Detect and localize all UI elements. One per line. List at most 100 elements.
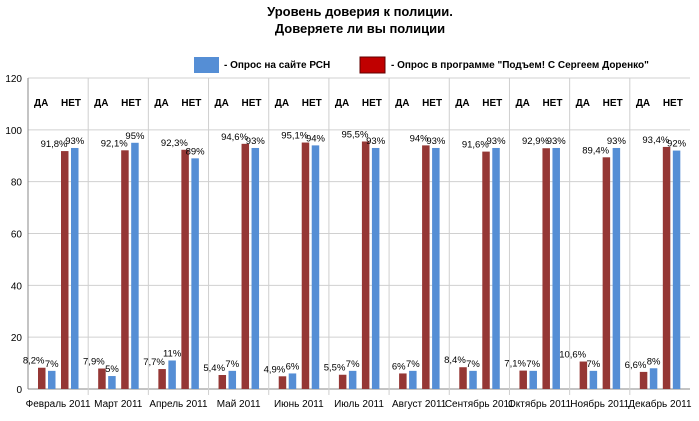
bar-program-no-label: 91,8% [41, 139, 68, 150]
header-yes: ДА [455, 98, 469, 109]
bar-rsn-no-label: 93% [65, 136, 85, 147]
bar-rsn-yes [348, 370, 357, 389]
bar-program-no-label: 95,1% [281, 131, 308, 142]
header-yes: ДА [395, 98, 409, 109]
bar-rsn-yes [649, 368, 658, 389]
bar-program-no-label: 94% [410, 133, 430, 144]
bar-rsn-no [311, 145, 320, 389]
bar-rsn-no [552, 147, 560, 389]
bar-program-yes [218, 375, 227, 389]
header-no: НЕТ [242, 98, 262, 109]
legend: - Опрос на сайте РСН - Опрос в программе… [194, 56, 649, 74]
header-no: НЕТ [482, 98, 502, 109]
bar-rsn-yes-label: 11% [163, 348, 182, 359]
header-yes: ДА [34, 98, 48, 109]
bar-rsn-no [131, 142, 139, 389]
bar-rsn-yes-label: 8% [647, 356, 661, 367]
bar-rsn-yes [529, 370, 537, 389]
y-tick-label-40: 40 [11, 281, 23, 292]
header-no: НЕТ [422, 98, 442, 109]
bar-program-no [61, 151, 69, 389]
bar-rsn-no [71, 147, 79, 389]
y-tick-label-120: 120 [5, 74, 22, 85]
x-category-label: Октябрь 2011 [508, 398, 571, 410]
bar-group-2: ДА НЕТ 7,7%11% 92,3%89% Апрель 2011 [143, 78, 208, 410]
header-yes: ДА [576, 98, 590, 109]
header-no: НЕТ [663, 98, 683, 109]
bar-program-yes [38, 367, 46, 389]
bar-rsn-no [371, 147, 380, 389]
bar-program-yes [459, 367, 467, 389]
bar-program-yes-label: 7,1% [504, 359, 526, 370]
bar-rsn-yes [48, 370, 56, 389]
bar-rsn-no-label: 93% [426, 136, 446, 147]
legend-label-program: - Опрос в программе "Подъем! С Сергеем Д… [391, 60, 649, 71]
chart-title-line-2: Доверяете ли вы полиции [275, 21, 445, 36]
bar-program-yes-label: 6,6% [625, 360, 647, 371]
bar-program-no [662, 146, 671, 389]
bar-rsn-yes-label: 7% [225, 359, 239, 370]
x-category-label: Март 2011 [94, 399, 143, 410]
bar-program-no-label: 92,1% [101, 138, 128, 149]
x-category-label: Декабрь 2011 [628, 398, 692, 410]
bar-program-yes-label: 4,9% [264, 364, 286, 375]
bar-program-yes [579, 361, 588, 389]
x-category-label: Апрель 2011 [149, 399, 208, 410]
bar-group-10: ДА НЕТ 6,6% 8% 93,4%92% Декабрь 2011 [625, 78, 692, 410]
bar-rsn-yes-label: 6% [286, 361, 300, 372]
bar-rsn-yes-label: 5% [105, 364, 119, 375]
bar-program-no [482, 151, 490, 389]
x-category-label: Июль 2011 [334, 399, 384, 410]
header-yes: ДА [515, 98, 529, 109]
bar-program-no [181, 149, 189, 389]
header-yes: ДА [335, 98, 349, 109]
bar-program-yes [338, 374, 347, 389]
bar-rsn-yes [409, 370, 417, 389]
y-axis: 0 20 40 60 80 100 120 [5, 74, 29, 396]
legend-swatch-program [359, 56, 386, 74]
x-category-label: Май 2011 [217, 399, 261, 410]
header-no: НЕТ [302, 98, 322, 109]
bar-rsn-no-label: 93% [246, 136, 266, 147]
bar-program-yes-label: 5,5% [324, 363, 346, 374]
x-category-label: Февраль 2011 [26, 399, 91, 410]
x-category-label: Август 2011 [392, 399, 447, 410]
bar-program-yes [639, 371, 648, 389]
bar-rsn-no-label: 89% [186, 146, 206, 157]
bar-rsn-yes-label: 7% [526, 359, 540, 370]
bar-rsn-no [612, 147, 621, 389]
bar-rsn-no [251, 147, 260, 389]
header-yes: ДА [94, 98, 108, 109]
bar-program-no-label: 92,9% [522, 136, 549, 147]
bar-rsn-yes [108, 376, 116, 389]
header-no: НЕТ [181, 98, 201, 109]
bar-program-no [121, 150, 129, 389]
header-no: НЕТ [121, 98, 141, 109]
bar-program-yes [519, 370, 527, 389]
bar-group-4: ДА НЕТ 4,9% 6% 95,1%94% Июнь 2011 [264, 78, 326, 410]
bar-rsn-yes [589, 370, 598, 389]
header-no: НЕТ [542, 98, 562, 109]
bar-program-yes-label: 5,4% [203, 363, 225, 374]
bar-group-5: ДА НЕТ 5,5% 7% 95,5%93% Июль 2011 [324, 78, 386, 410]
bar-program-yes-label: 10,6% [559, 350, 586, 361]
bar-rsn-no [672, 150, 681, 389]
bar-group-8: ДА НЕТ 7,1% 7% 92,9%93% Октябрь 2011 [504, 78, 572, 410]
legend-swatch-rsn [194, 57, 219, 73]
bar-rsn-no-label: 92% [667, 139, 687, 150]
bar-rsn-no-label: 93% [487, 136, 507, 147]
bar-program-no-label: 89,4% [582, 145, 609, 156]
x-category-label: Ноябрь 2011 [570, 398, 629, 410]
header-yes: ДА [215, 98, 229, 109]
bar-group-9: ДА НЕТ 10,6%7% 89,4%93% Ноябрь 2011 [559, 78, 630, 410]
bar-rsn-no [432, 147, 440, 389]
bar-program-no-label: 91,6% [462, 140, 489, 151]
bar-program-no [361, 141, 370, 389]
bar-program-yes-label: 7,7% [143, 357, 165, 368]
bar-rsn-yes [168, 360, 176, 389]
bar-program-yes-label: 7,9% [83, 357, 105, 368]
x-category-label: Июнь 2011 [274, 399, 324, 410]
bar-program-no [542, 148, 550, 389]
